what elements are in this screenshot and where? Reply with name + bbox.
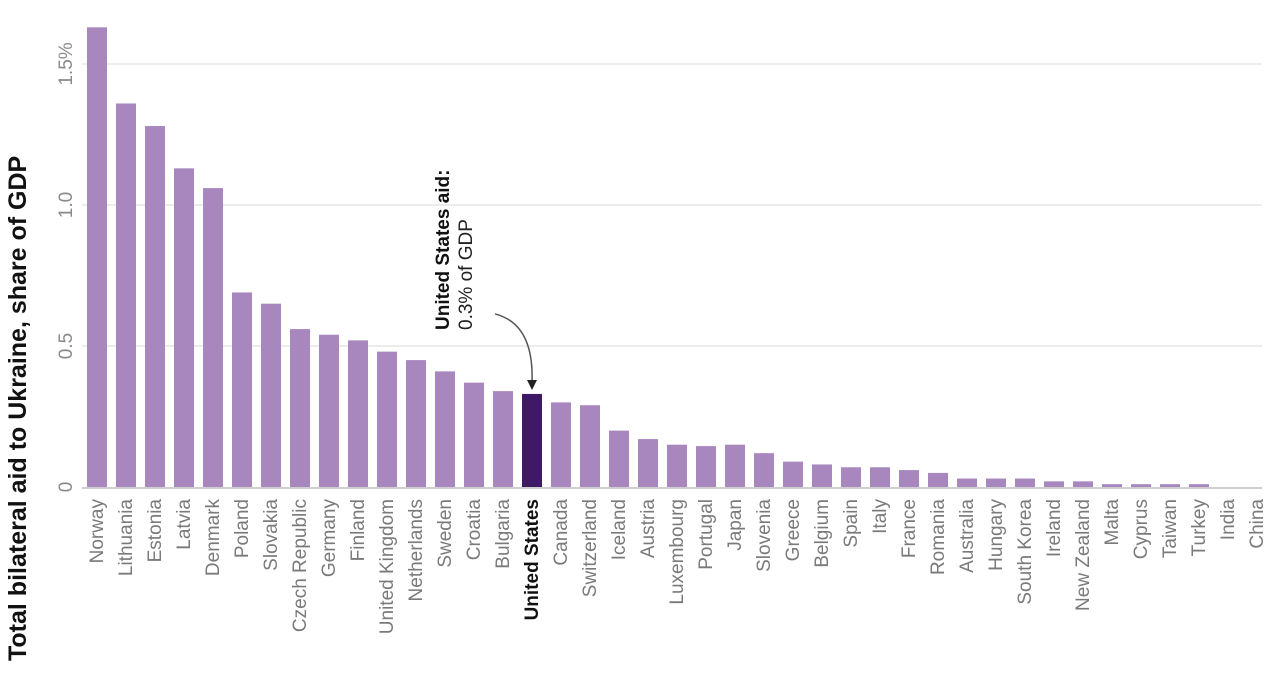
x-tick-label: Romania <box>928 499 949 575</box>
bar <box>145 126 165 487</box>
bar <box>261 303 281 487</box>
bar <box>1189 484 1209 487</box>
y-axis-title: Total bilateral aid to Ukraine, share of… <box>4 156 32 661</box>
bar <box>754 453 774 487</box>
annotation-arrowhead-icon <box>527 379 537 390</box>
bar <box>812 464 832 487</box>
x-tick-label: Czech Republic <box>290 499 311 632</box>
x-tick-label: Bulgaria <box>493 499 514 569</box>
x-tick-label: Greece <box>783 499 804 561</box>
x-tick-label: Luxembourg <box>667 499 688 605</box>
y-axis-ticks: 0 0.5 1.0 1.5% <box>56 42 77 492</box>
x-tick-label: Canada <box>551 499 572 566</box>
bar <box>986 478 1006 487</box>
y-tick-label: 1.5% <box>56 42 77 85</box>
x-tick-label: Turkey <box>1189 499 1210 557</box>
x-tick-label: Belgium <box>812 499 833 568</box>
annotation-arrow-icon <box>494 313 533 382</box>
x-tick-label: Austria <box>638 499 659 559</box>
bar <box>1102 484 1122 487</box>
x-tick-label: Japan <box>725 499 746 551</box>
bar <box>696 446 716 487</box>
bar <box>87 27 107 488</box>
bar <box>638 439 658 487</box>
bar <box>609 430 629 487</box>
bar <box>725 444 745 487</box>
bar <box>435 371 455 487</box>
x-tick-label: Latvia <box>174 499 195 550</box>
bar <box>783 461 803 487</box>
bar <box>1160 484 1180 487</box>
bar <box>1015 478 1035 487</box>
bar <box>841 467 861 487</box>
y-tick-label: 1.0 <box>56 192 77 218</box>
annotation-title: United States aid: <box>433 170 454 330</box>
x-tick-label: Finland <box>348 499 369 561</box>
bar <box>957 478 977 487</box>
x-tick-label: Slovenia <box>754 499 775 572</box>
x-tick-label: New Zealand <box>1073 499 1094 611</box>
bar <box>406 360 426 487</box>
x-tick-label: Denmark <box>203 499 224 577</box>
bar <box>290 329 310 487</box>
bar <box>580 405 600 487</box>
x-tick-label: Slovakia <box>261 499 282 571</box>
annotation-text: 0.3% of GDP <box>456 219 477 330</box>
x-axis-ticks: Norway Lithuania Estonia Latvia Denmark Polan… <box>87 499 1264 635</box>
y-tick-label: 0.5 <box>56 333 77 359</box>
bar-highlighted <box>522 393 542 487</box>
x-tick-label: Estonia <box>145 499 166 563</box>
x-tick-label: Netherlands <box>406 499 427 601</box>
bar <box>551 402 571 487</box>
x-tick-label: Spain <box>841 499 862 548</box>
bar <box>667 444 687 487</box>
bar <box>116 103 136 487</box>
x-tick-label: Germany <box>319 499 340 578</box>
y-tick-label: 0 <box>56 482 77 493</box>
x-tick-label: United States <box>522 499 543 620</box>
x-tick-label: Italy <box>870 499 891 534</box>
bar <box>899 470 919 487</box>
bar <box>319 334 339 487</box>
x-tick-label: Portugal <box>696 499 717 570</box>
x-tick-label: Switzerland <box>580 499 601 597</box>
bar <box>377 351 397 487</box>
x-tick-label: India <box>1218 499 1239 541</box>
x-tick-label: Poland <box>232 499 253 558</box>
x-tick-label: Ireland <box>1044 499 1065 557</box>
bar <box>1131 484 1151 487</box>
us-annotation: United States aid: 0.3% of GDP <box>433 170 537 390</box>
bars <box>87 27 1209 488</box>
x-tick-label: Cyprus <box>1131 499 1152 559</box>
x-tick-label: Norway <box>87 499 108 564</box>
bar <box>1073 481 1093 487</box>
bar <box>348 340 368 487</box>
bar <box>928 472 948 487</box>
x-tick-label: China <box>1247 499 1264 549</box>
x-tick-label: Australia <box>957 499 978 573</box>
bar <box>174 168 194 487</box>
x-tick-label: Croatia <box>464 499 485 561</box>
x-tick-label: Malta <box>1102 499 1123 546</box>
bar <box>203 188 223 487</box>
x-tick-label: Sweden <box>435 499 456 568</box>
x-tick-label: Hungary <box>986 499 1007 571</box>
bar <box>232 292 252 487</box>
x-tick-label: South Korea <box>1015 499 1036 605</box>
bar <box>1044 481 1064 487</box>
x-tick-label: United Kingdom <box>377 499 398 634</box>
gridlines <box>82 63 1262 347</box>
bar <box>464 382 484 487</box>
x-tick-label: Lithuania <box>116 499 137 577</box>
x-tick-label: Taiwan <box>1160 499 1181 558</box>
x-tick-label: Iceland <box>609 499 630 560</box>
bar <box>493 391 513 487</box>
bar <box>870 467 890 487</box>
x-tick-label: France <box>899 499 920 558</box>
